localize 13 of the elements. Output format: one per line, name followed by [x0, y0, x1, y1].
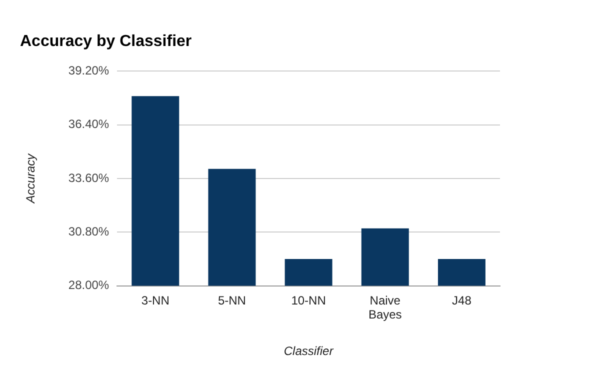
x-tick-label: Naive Bayes: [368, 293, 402, 322]
y-axis-title: Accuracy: [24, 152, 38, 204]
x-tick-label: J48: [452, 293, 472, 308]
y-tick-label: 28.00%: [68, 278, 110, 292]
x-tick-label: 5-NN: [218, 293, 246, 308]
y-tick-label: 36.40%: [68, 117, 110, 132]
y-tick-label: 33.60%: [68, 170, 110, 185]
x-axis-title: Classifier: [284, 344, 334, 358]
chart-title: Accuracy by Classifier: [20, 33, 192, 50]
x-tick-label: 10-NN: [291, 293, 326, 308]
y-tick-label: 39.20%: [68, 64, 110, 78]
y-tick-label: 30.80%: [68, 224, 110, 238]
x-tick-label: 3-NN: [141, 293, 170, 308]
